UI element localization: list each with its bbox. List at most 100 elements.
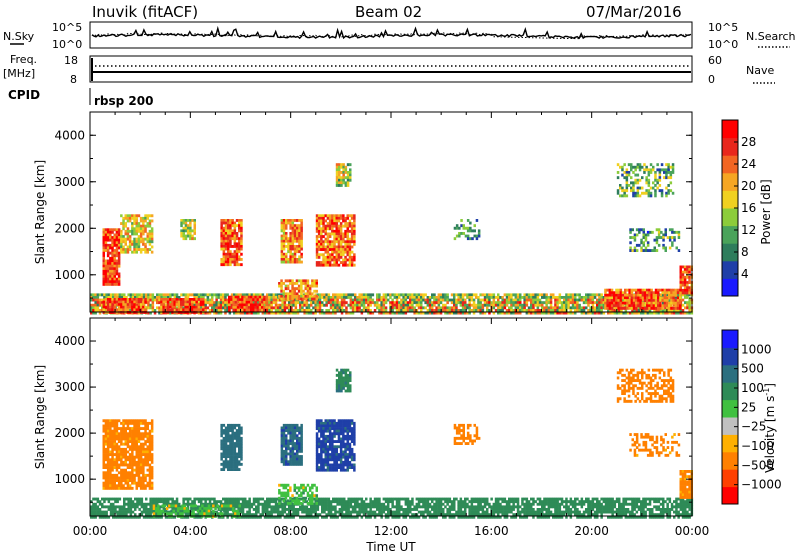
- data-cell: [207, 301, 210, 304]
- data-cell: [652, 181, 655, 184]
- data-cell: [659, 171, 662, 174]
- data-cell: [655, 294, 658, 297]
- data-cell: [349, 238, 352, 241]
- data-cell: [223, 258, 226, 261]
- data-cell: [316, 238, 319, 241]
- data-cell: [224, 498, 227, 501]
- data-cell: [103, 265, 106, 268]
- data-cell: [325, 227, 328, 230]
- data-cell: [278, 285, 281, 288]
- data-cell: [351, 227, 354, 230]
- data-cell: [327, 243, 330, 246]
- data-cell: [191, 219, 194, 222]
- data-cell: [407, 503, 410, 506]
- data-cell: [265, 298, 268, 301]
- data-cell: [352, 511, 355, 514]
- data-cell: [682, 284, 685, 287]
- data-cell: [398, 301, 401, 304]
- data-cell: [650, 299, 653, 302]
- data-cell: [298, 245, 301, 248]
- data-cell: [621, 166, 624, 169]
- data-cell: [444, 299, 447, 302]
- data-cell: [307, 287, 310, 290]
- data-cell: [307, 290, 310, 293]
- data-cell: [227, 240, 230, 243]
- data-cell: [396, 296, 399, 299]
- data-cell: [453, 306, 456, 309]
- data-cell: [319, 296, 322, 299]
- data-cell: [238, 255, 241, 258]
- data-cell: [313, 282, 316, 285]
- data-cell: [656, 187, 659, 190]
- data-cell: [667, 171, 670, 174]
- data-cell: [229, 500, 232, 503]
- data-cell: [198, 500, 201, 503]
- data-cell: [107, 249, 110, 252]
- data-cell: [517, 304, 520, 307]
- data-cell: [292, 248, 295, 251]
- data-cell: [464, 299, 467, 302]
- data-cell: [265, 304, 268, 307]
- data-cell: [294, 224, 297, 227]
- data-cell: [322, 214, 325, 217]
- data-cell: [189, 301, 192, 304]
- data-cell: [226, 511, 229, 514]
- data-cell: [344, 220, 347, 223]
- data-cell: [657, 294, 660, 297]
- data-cell: [105, 280, 108, 283]
- data-cell: [248, 503, 251, 506]
- data-cell: [296, 227, 299, 230]
- data-cell: [634, 166, 637, 169]
- data-cell: [402, 304, 405, 307]
- data-cell: [376, 503, 379, 506]
- data-cell: [342, 174, 345, 177]
- data-cell: [227, 232, 230, 235]
- data-cell: [667, 163, 670, 166]
- data-cell: [111, 298, 114, 301]
- data-cell: [151, 238, 154, 241]
- data-cell: [668, 307, 671, 310]
- data-cell: [243, 306, 246, 309]
- data-cell: [220, 293, 223, 296]
- data-cell: [407, 309, 410, 312]
- data-cell: [479, 309, 482, 312]
- data-cell: [365, 505, 368, 508]
- data-cell: [289, 248, 292, 251]
- data-cell: [620, 297, 623, 300]
- data-cell: [127, 230, 130, 233]
- data-cell: [476, 237, 479, 240]
- data-cell: [193, 308, 196, 311]
- data-cell: [563, 304, 566, 307]
- data-cell: [321, 511, 324, 514]
- data-cell: [350, 500, 353, 503]
- data-cell: [349, 176, 352, 179]
- data-cell: [504, 299, 507, 302]
- data-cell: [598, 296, 601, 299]
- data-cell: [349, 225, 352, 228]
- data-cell: [142, 227, 145, 230]
- data-cell: [327, 251, 330, 254]
- data-cell: [515, 301, 518, 304]
- data-cell: [374, 301, 377, 304]
- data-cell: [656, 236, 659, 239]
- data-cell: [103, 262, 106, 265]
- data-cell: [664, 297, 667, 300]
- data-cell: [686, 281, 689, 284]
- data-cell: [476, 235, 479, 238]
- data-cell: [257, 298, 260, 301]
- data-cell: [341, 508, 344, 511]
- data-cell: [187, 235, 190, 238]
- data-cell: [246, 511, 249, 514]
- data-cell: [682, 309, 685, 312]
- data-cell: [265, 306, 268, 309]
- data-cell: [255, 505, 258, 508]
- data-cell: [125, 301, 128, 304]
- data-cell: [97, 500, 100, 503]
- data-cell: [484, 299, 487, 302]
- data-cell: [305, 292, 308, 295]
- data-cell: [431, 304, 434, 307]
- data-cell: [294, 295, 297, 298]
- data-cell: [240, 498, 243, 501]
- data-cell: [314, 304, 317, 307]
- data-cell: [171, 293, 174, 296]
